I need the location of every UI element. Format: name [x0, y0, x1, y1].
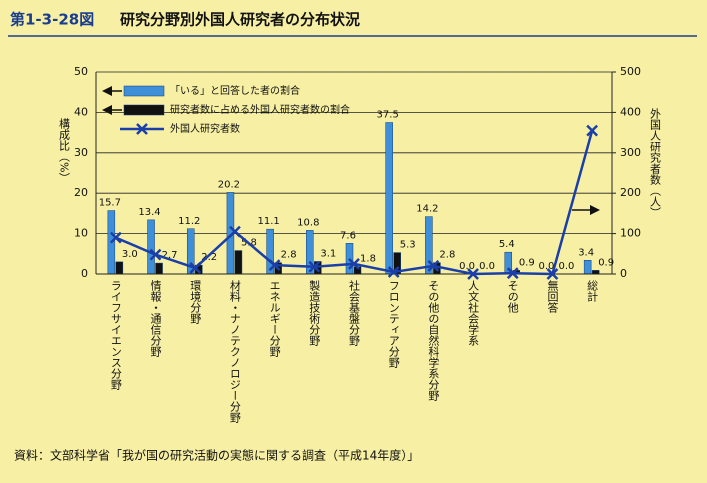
value-label: 2.8 [439, 250, 455, 261]
value-label: 3.1 [320, 248, 336, 259]
y-tick-label: 10 [74, 227, 88, 240]
value-label: 14.2 [416, 204, 438, 215]
y-tick-label: 50 [74, 65, 88, 78]
value-label: 15.7 [99, 198, 121, 209]
y-tick-label: 40 [74, 105, 88, 118]
y-tick-label: 0 [81, 267, 88, 280]
line-marker [506, 267, 519, 280]
line-marker [546, 268, 559, 280]
arrow-head [590, 205, 600, 215]
value-label: 2.8 [281, 250, 297, 261]
line-marker [467, 268, 479, 280]
value-label: 3.0 [122, 249, 138, 260]
value-label: 3.4 [578, 247, 594, 258]
y-tick-label: 30 [74, 146, 88, 159]
line-marker [308, 260, 321, 273]
source: 資料：文部科学省「我が国の研究活動の実態に関する調査（平成14年度）」 [14, 448, 419, 463]
line-marker [387, 266, 400, 278]
value-label: 1.8 [360, 254, 376, 265]
x-tick-label: 人文社会学系 [467, 280, 480, 346]
value-label: 0.0 [559, 261, 575, 272]
legend-label: 外国人研究者数 [170, 122, 240, 135]
x-tick-label: 総計 [586, 279, 599, 303]
bar [147, 219, 155, 275]
legend-label: 研究者数に占める外国人研究者数の割合 [170, 103, 350, 116]
value-label: 11.2 [178, 216, 200, 227]
value-label: 2.7 [162, 250, 178, 261]
legend-arrow-head [102, 105, 112, 115]
value-label: 10.8 [297, 217, 319, 228]
x-tick-label: 情報・通信分野 [149, 280, 162, 357]
bar [155, 262, 163, 275]
legend-label: 「いる」と回答した者の割合 [170, 84, 300, 97]
y2-tick-label: 200 [620, 186, 641, 199]
line-marker [109, 231, 122, 244]
y2-tick-label: 400 [620, 105, 641, 118]
y-axis-title: 構成比（%） [58, 118, 71, 184]
value-label: 13.4 [138, 207, 160, 218]
line-marker [586, 124, 599, 137]
legend-swatch [123, 104, 165, 116]
line-marker [229, 225, 241, 238]
x-tick-label: その他 [506, 280, 519, 313]
right-arrow [572, 205, 600, 215]
y2-tick-label: 500 [620, 65, 641, 78]
value-label: 5.4 [499, 239, 515, 250]
value-label: 20.2 [218, 179, 240, 190]
bar [583, 260, 592, 275]
value-label: 37.5 [377, 110, 399, 121]
y2-axis-title: 外国人研究者数（人） [649, 108, 662, 218]
value-label: 0.9 [519, 257, 535, 268]
line-marker [149, 248, 162, 261]
value-label: 0.0 [539, 261, 555, 272]
line-marker [348, 258, 360, 270]
legend-marker [136, 123, 148, 135]
x-tick-label: エネルギー分野 [268, 280, 281, 357]
x-tick-label: 材料・ナノテクノロジー分野 [228, 279, 241, 423]
legend-arrow-head [102, 86, 112, 96]
value-label: 2.2 [201, 252, 217, 263]
x-tick-label: ライフサイエンス分野 [109, 280, 122, 390]
bar [234, 250, 243, 275]
value-label: 11.1 [257, 216, 279, 227]
bar [591, 270, 600, 275]
line-marker [189, 262, 202, 274]
bar [385, 122, 393, 275]
x-tick-label: 製造技術分野 [308, 279, 321, 346]
line-marker [427, 260, 440, 272]
x-tick-label: 環境分野 [189, 280, 202, 324]
value-label: 0.0 [459, 261, 475, 272]
figure-number: 第1-3-28図 [10, 11, 94, 29]
value-label: 5.3 [400, 240, 416, 251]
y2-tick-label: 300 [620, 146, 641, 159]
y2-tick-label: 0 [620, 267, 627, 280]
value-label: 0.9 [598, 257, 614, 268]
legend-swatch [123, 85, 165, 97]
value-label: 0.0 [479, 261, 495, 272]
y-tick-label: 20 [74, 186, 88, 199]
line-marker [268, 259, 281, 271]
x-tick-label: 無回答 [546, 279, 559, 314]
chart-title: 研究分野別外国人研究者の分布状況 [120, 11, 360, 29]
x-tick-label: その他の自然科学系分野 [427, 280, 440, 401]
x-tick-label: 社会基盤分野 [348, 279, 361, 346]
x-tick-label: フロンティア分野 [387, 280, 400, 368]
bar [115, 261, 124, 275]
y2-tick-label: 100 [620, 227, 641, 240]
value-label: 7.6 [340, 230, 356, 241]
